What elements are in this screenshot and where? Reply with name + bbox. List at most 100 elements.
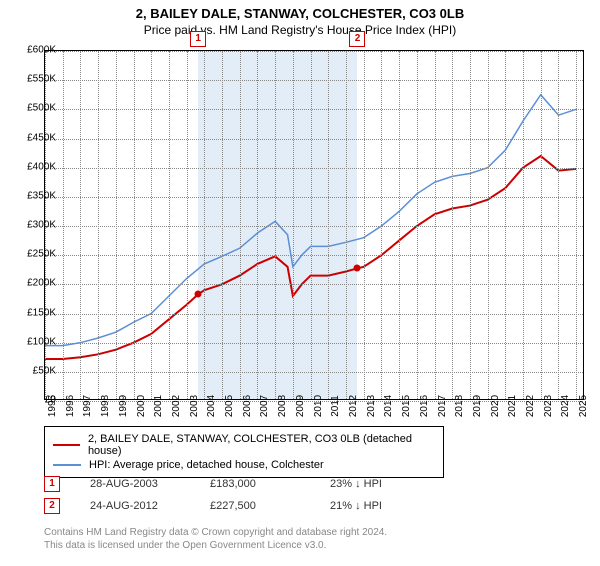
transaction-badge: 2 <box>44 498 60 514</box>
gridline-v <box>346 51 347 399</box>
gridline-h <box>45 109 583 110</box>
x-axis-label: 2023 <box>543 395 554 417</box>
y-axis-label: £450K <box>27 132 56 143</box>
transaction-badge: 1 <box>44 476 60 492</box>
transaction-badge: 1 <box>190 31 206 47</box>
y-axis-label: £400K <box>27 161 56 172</box>
gridline-v <box>80 51 81 399</box>
gridline-h <box>45 80 583 81</box>
data-point-marker <box>195 291 202 298</box>
gridline-h <box>45 51 583 52</box>
gridline-v <box>222 51 223 399</box>
y-axis-label: £250K <box>27 249 56 260</box>
gridline-v <box>399 51 400 399</box>
x-axis-label: 2014 <box>383 395 394 417</box>
x-axis-label: 2007 <box>259 395 270 417</box>
x-axis-label: 2017 <box>437 395 448 417</box>
x-axis-label: 2004 <box>206 395 217 417</box>
y-axis-label: £200K <box>27 278 56 289</box>
x-axis-label: 2000 <box>136 395 147 417</box>
gridline-h <box>45 284 583 285</box>
gridline-h <box>45 226 583 227</box>
x-axis-label: 1998 <box>100 395 111 417</box>
gridline-v <box>63 51 64 399</box>
x-axis-label: 1997 <box>82 395 93 417</box>
gridline-v <box>541 51 542 399</box>
gridline-h <box>45 343 583 344</box>
gridline-v <box>576 51 577 399</box>
gridline-h <box>45 197 583 198</box>
y-axis-label: £100K <box>27 336 56 347</box>
x-axis-label: 2020 <box>490 395 501 417</box>
gridline-v <box>187 51 188 399</box>
chart-plot-area: 12 1995199619971998199920002001200220032… <box>44 50 584 400</box>
gridline-v <box>169 51 170 399</box>
gridline-v <box>204 51 205 399</box>
x-axis-label: 2005 <box>224 395 235 417</box>
transaction-price: £227,500 <box>210 500 300 512</box>
transaction-vs-hpi: 21% ↓ HPI <box>330 500 420 512</box>
page-title: 2, BAILEY DALE, STANWAY, COLCHESTER, CO3… <box>0 6 600 21</box>
gridline-v <box>275 51 276 399</box>
x-axis-label: 2019 <box>472 395 483 417</box>
legend-item: HPI: Average price, detached house, Colc… <box>53 459 435 471</box>
gridline-h <box>45 314 583 315</box>
x-axis-label: 2006 <box>242 395 253 417</box>
gridline-v <box>134 51 135 399</box>
transaction-badge: 2 <box>349 31 365 47</box>
x-axis-label: 2001 <box>153 395 164 417</box>
y-axis-label: £500K <box>27 103 56 114</box>
x-axis-label: 2011 <box>330 395 341 417</box>
gridline-v <box>328 51 329 399</box>
gridline-v <box>151 51 152 399</box>
x-axis-label: 2009 <box>295 395 306 417</box>
x-axis-label: 2013 <box>366 395 377 417</box>
transaction-vs-hpi: 23% ↓ HPI <box>330 478 420 490</box>
plot-box: 12 <box>44 50 584 400</box>
x-axis-label: 2015 <box>401 395 412 417</box>
gridline-v <box>381 51 382 399</box>
gridline-h <box>45 168 583 169</box>
transaction-date: 28-AUG-2003 <box>90 478 180 490</box>
x-axis-label: 2016 <box>419 395 430 417</box>
y-axis-label: £150K <box>27 307 56 318</box>
y-axis-label: £350K <box>27 190 56 201</box>
legend-label: 2, BAILEY DALE, STANWAY, COLCHESTER, CO3… <box>88 433 435 457</box>
y-axis-label: £550K <box>27 74 56 85</box>
x-axis-label: 2022 <box>525 395 536 417</box>
gridline-v <box>452 51 453 399</box>
y-axis-label: £600K <box>27 45 56 56</box>
gridline-v <box>505 51 506 399</box>
transaction-table: 1 28-AUG-2003 £183,000 23% ↓ HPI 2 24-AUG-201… <box>44 476 420 520</box>
gridline-v <box>435 51 436 399</box>
gridline-h <box>45 372 583 373</box>
legend-item: 2, BAILEY DALE, STANWAY, COLCHESTER, CO3… <box>53 433 435 457</box>
gridline-v <box>558 51 559 399</box>
gridline-v <box>116 51 117 399</box>
legend-swatch <box>53 464 81 466</box>
gridline-v <box>240 51 241 399</box>
attribution-text: Contains HM Land Registry data © Crown c… <box>44 526 387 552</box>
gridline-v <box>293 51 294 399</box>
x-axis-label: 2002 <box>171 395 182 417</box>
attribution-line: This data is licensed under the Open Gov… <box>44 539 387 552</box>
gridline-v <box>98 51 99 399</box>
legend-box: 2, BAILEY DALE, STANWAY, COLCHESTER, CO3… <box>44 426 444 478</box>
gridline-v <box>488 51 489 399</box>
gridline-v <box>523 51 524 399</box>
y-axis-label: £50K <box>33 365 56 376</box>
y-axis-label: £300K <box>27 220 56 231</box>
transaction-price: £183,000 <box>210 478 300 490</box>
x-axis-label: 2024 <box>560 395 571 417</box>
y-axis-label: £0 <box>45 395 56 406</box>
gridline-v <box>470 51 471 399</box>
transaction-row: 2 24-AUG-2012 £227,500 21% ↓ HPI <box>44 498 420 514</box>
x-axis-label: 1996 <box>65 395 76 417</box>
transaction-date: 24-AUG-2012 <box>90 500 180 512</box>
x-axis-label: 2008 <box>277 395 288 417</box>
legend-swatch <box>53 444 80 446</box>
page-subtitle: Price paid vs. HM Land Registry's House … <box>0 23 600 37</box>
gridline-v <box>417 51 418 399</box>
gridline-v <box>257 51 258 399</box>
gridline-h <box>45 255 583 256</box>
